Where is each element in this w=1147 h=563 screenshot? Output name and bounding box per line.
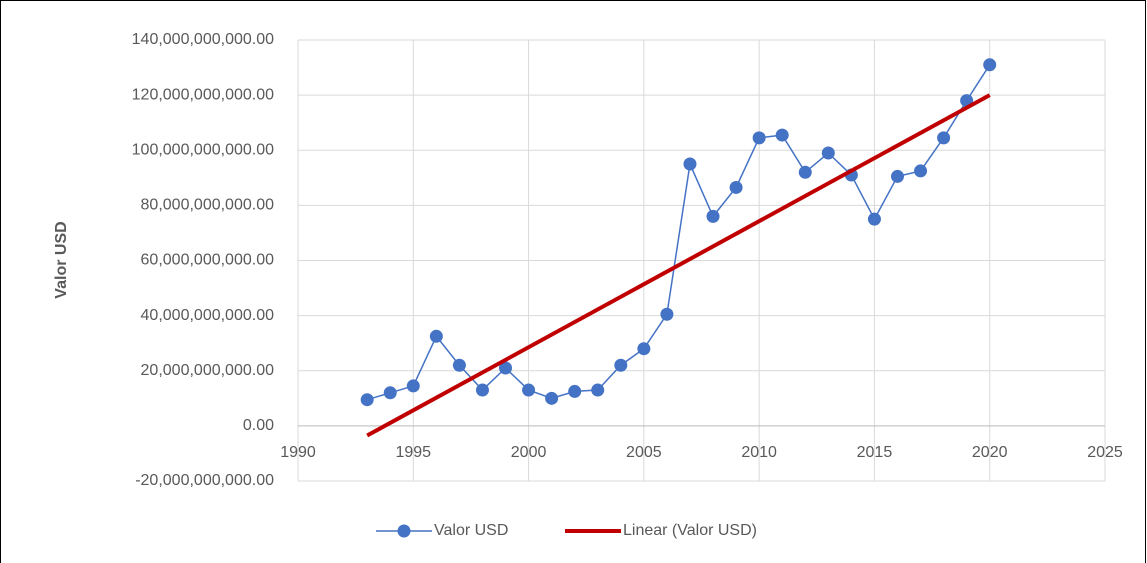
data-point [798, 165, 812, 179]
x-tick-label: 2010 [741, 444, 777, 461]
data-point [475, 383, 489, 397]
y-axis-title: Valor USD [53, 221, 70, 298]
data-point [452, 358, 466, 372]
y-tick-label: -20,000,000,000.00 [135, 472, 274, 489]
y-tick-label: 0.00 [243, 417, 274, 434]
y-tick-label: 40,000,000,000.00 [141, 307, 275, 324]
data-point [406, 379, 420, 393]
legend-label: Valor USD [434, 522, 508, 539]
trendline [366, 93, 991, 438]
data-point [706, 209, 720, 223]
y-tick-label: 20,000,000,000.00 [141, 362, 275, 379]
data-point [867, 212, 881, 226]
data-point [429, 329, 443, 343]
data-point [383, 386, 397, 400]
y-tick-label: 120,000,000,000.00 [132, 86, 274, 103]
data-point [568, 384, 582, 398]
y-tick-label: 60,000,000,000.00 [141, 252, 275, 269]
data-point [499, 361, 513, 375]
x-tick-label: 2000 [511, 444, 547, 461]
data-point [591, 383, 605, 397]
x-tick-label: 2005 [626, 444, 662, 461]
x-tick-label: 2025 [1087, 444, 1123, 461]
data-point [890, 169, 904, 183]
x-tick-label: 1995 [395, 444, 431, 461]
x-tick-label: 2015 [857, 444, 893, 461]
data-point [729, 180, 743, 194]
x-tick-label: 1990 [280, 444, 316, 461]
y-tick-label: 100,000,000,000.00 [132, 141, 274, 158]
data-point [775, 128, 789, 142]
data-point [752, 131, 766, 145]
data-point [914, 164, 928, 178]
data-point [821, 146, 835, 160]
data-point [637, 342, 651, 356]
data-point [937, 131, 951, 145]
data-point [522, 383, 536, 397]
data-point [614, 358, 628, 372]
x-tick-label: 2020 [972, 444, 1008, 461]
data-point [360, 393, 374, 407]
legend-marker [397, 524, 411, 538]
data-point [683, 157, 697, 171]
data-point [545, 391, 559, 405]
y-tick-label: 80,000,000,000.00 [141, 197, 275, 214]
legend-label: Linear (Valor USD) [623, 522, 757, 539]
data-point [983, 58, 997, 72]
y-tick-label: 140,000,000,000.00 [132, 31, 274, 48]
data-point [660, 307, 674, 321]
